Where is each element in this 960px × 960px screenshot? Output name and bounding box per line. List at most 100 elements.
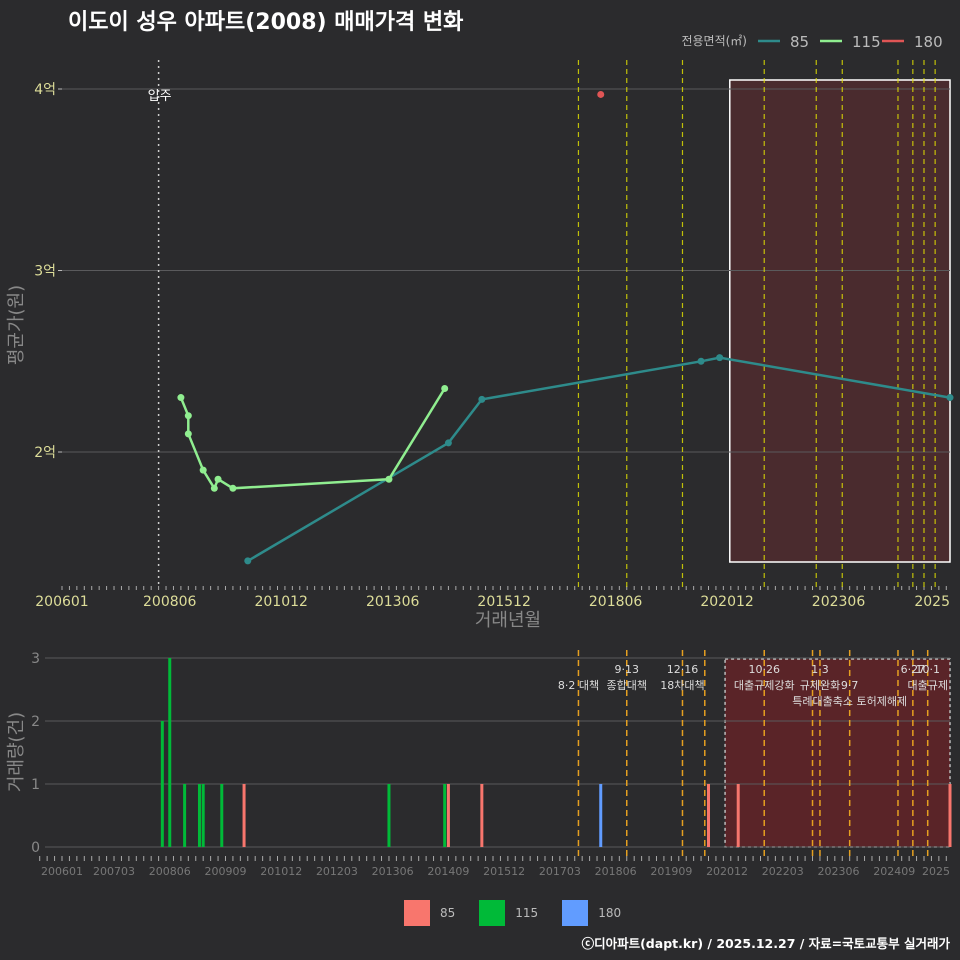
volume-bar-85 xyxy=(736,784,740,847)
volume-bar-85 xyxy=(706,784,710,847)
x-tick-label-volume: 2025 xyxy=(922,865,950,878)
data-point-85 xyxy=(444,439,452,447)
y-tick-label-volume: 3 xyxy=(31,651,40,667)
series-line-115 xyxy=(179,387,446,492)
x-tick-label-volume: 201306 xyxy=(372,865,414,878)
x-tick-label: 202012 xyxy=(700,594,753,610)
y-tick-label: 3억 xyxy=(34,264,56,280)
data-point-115 xyxy=(441,384,449,392)
x-tick-label: 2025 xyxy=(914,594,950,610)
policy-label: 12·16 xyxy=(667,663,699,676)
volume-legend-item-85: 85 xyxy=(404,900,467,926)
volume-legend-label: 180 xyxy=(598,906,622,920)
series-line-85 xyxy=(247,356,951,562)
volume-bar-115 xyxy=(183,784,187,847)
volume-bar-85 xyxy=(242,784,246,847)
policy-label: 대출규제 xyxy=(907,679,947,692)
y-tick-label-volume: 2 xyxy=(31,714,40,730)
data-point-85 xyxy=(946,394,954,402)
x-tick-label: 201512 xyxy=(477,594,530,610)
x-tick-label-volume: 202409 xyxy=(873,865,915,878)
legend-label-115: 115 xyxy=(852,33,881,51)
x-tick-label: 202306 xyxy=(812,594,866,610)
data-point-115 xyxy=(199,466,207,474)
volume-legend: 85 115 180 xyxy=(404,900,633,926)
move-in-label: 입주 xyxy=(148,89,172,104)
volume-bar-85 xyxy=(446,784,450,847)
volume-bar-85 xyxy=(948,784,952,847)
data-point-115 xyxy=(229,484,237,492)
policy-label: 규제완화 xyxy=(800,679,840,692)
policy-label: 6·27 xyxy=(901,663,926,676)
volume-legend-item-115: 115 xyxy=(479,900,550,926)
x-tick-label: 201306 xyxy=(366,594,420,610)
volume-bar-115 xyxy=(168,658,172,847)
volume-bar-115 xyxy=(220,784,224,847)
data-point-115 xyxy=(184,430,192,438)
volume-legend-item-180: 180 xyxy=(562,900,633,926)
policy-label: 18차대책 xyxy=(660,679,704,692)
policy-label: 1·3 xyxy=(811,663,829,676)
policy-label: 종합대책 xyxy=(607,679,647,692)
y-tick-label-volume: 0 xyxy=(31,840,40,856)
x-tick-label-volume: 201806 xyxy=(595,865,637,878)
volume-bar-85 xyxy=(480,784,484,847)
volume-bar-115 xyxy=(201,784,205,847)
data-point-180 xyxy=(597,90,605,98)
policy-label: 대출규제강화 xyxy=(734,679,795,692)
legend-label-180: 180 xyxy=(914,33,943,51)
volume-bar-115 xyxy=(387,784,391,847)
policy-label: 10·1 xyxy=(915,663,940,676)
volume-legend-label: 85 xyxy=(440,906,456,920)
policy-label: 9·7 xyxy=(841,679,859,692)
y-axis-title: 평균가(원) xyxy=(6,285,27,365)
data-point-115 xyxy=(177,394,185,402)
x-tick-label-volume: 201012 xyxy=(260,865,302,878)
data-point-115 xyxy=(214,475,222,483)
y-axis-title-volume: 거래량(건) xyxy=(6,712,27,792)
x-tick-label: 201012 xyxy=(254,594,307,610)
data-point-85 xyxy=(244,557,252,565)
volume-legend-swatch xyxy=(479,900,506,926)
data-point-85 xyxy=(716,354,724,362)
x-tick-label-volume: 200703 xyxy=(93,865,135,878)
policy-label: 특례대출축소 토허제해제 xyxy=(792,694,907,708)
x-tick-label-volume: 201703 xyxy=(539,865,581,878)
x-tick-label-volume: 200806 xyxy=(149,865,191,878)
x-tick-label: 201806 xyxy=(589,594,643,610)
volume-bar-115 xyxy=(197,784,201,847)
y-tick-label: 2억 xyxy=(34,445,56,461)
data-point-115 xyxy=(385,475,393,483)
data-point-85 xyxy=(697,357,705,365)
x-tick-label: 200806 xyxy=(143,594,197,610)
x-tick-label-volume: 201203 xyxy=(316,865,358,878)
page-title: 이도이 성우 아파트(2008) 매매가격 변화 xyxy=(68,10,464,35)
x-tick-label-volume: 200601 xyxy=(41,865,83,878)
x-tick-label-volume: 202306 xyxy=(818,865,860,878)
policy-label: 10·26 xyxy=(748,663,780,676)
x-axis-title: 거래년월 xyxy=(475,610,541,631)
policy-label: 9·13 xyxy=(615,663,640,676)
volume-bar-115 xyxy=(160,721,164,847)
y-tick-label-volume: 1 xyxy=(31,777,40,793)
legend-label-85: 85 xyxy=(790,33,809,51)
volume-legend-label: 115 xyxy=(515,906,539,920)
x-tick-label-volume: 201512 xyxy=(483,865,525,878)
volume-legend-swatch xyxy=(562,900,589,926)
volume-bar-180 xyxy=(599,784,603,847)
data-point-115 xyxy=(210,484,218,492)
x-tick-label-volume: 201409 xyxy=(427,865,469,878)
legend-title: 전용면적(㎡) xyxy=(681,34,747,48)
data-point-115 xyxy=(184,412,192,420)
x-tick-label-volume: 202012 xyxy=(706,865,748,878)
highlight-box xyxy=(729,79,951,563)
volume-bar-115 xyxy=(443,784,447,847)
credit-footer: ⓒ디아파트(dapt.kr) / 2025.12.27 / 자료=국토교통부 실… xyxy=(581,936,950,951)
x-tick-label-volume: 201909 xyxy=(650,865,692,878)
data-point-85 xyxy=(478,395,486,403)
y-tick-label: 4억 xyxy=(34,82,56,98)
x-tick-label: 200601 xyxy=(35,594,88,610)
x-tick-label-volume: 202203 xyxy=(762,865,804,878)
volume-legend-swatch xyxy=(404,900,430,926)
